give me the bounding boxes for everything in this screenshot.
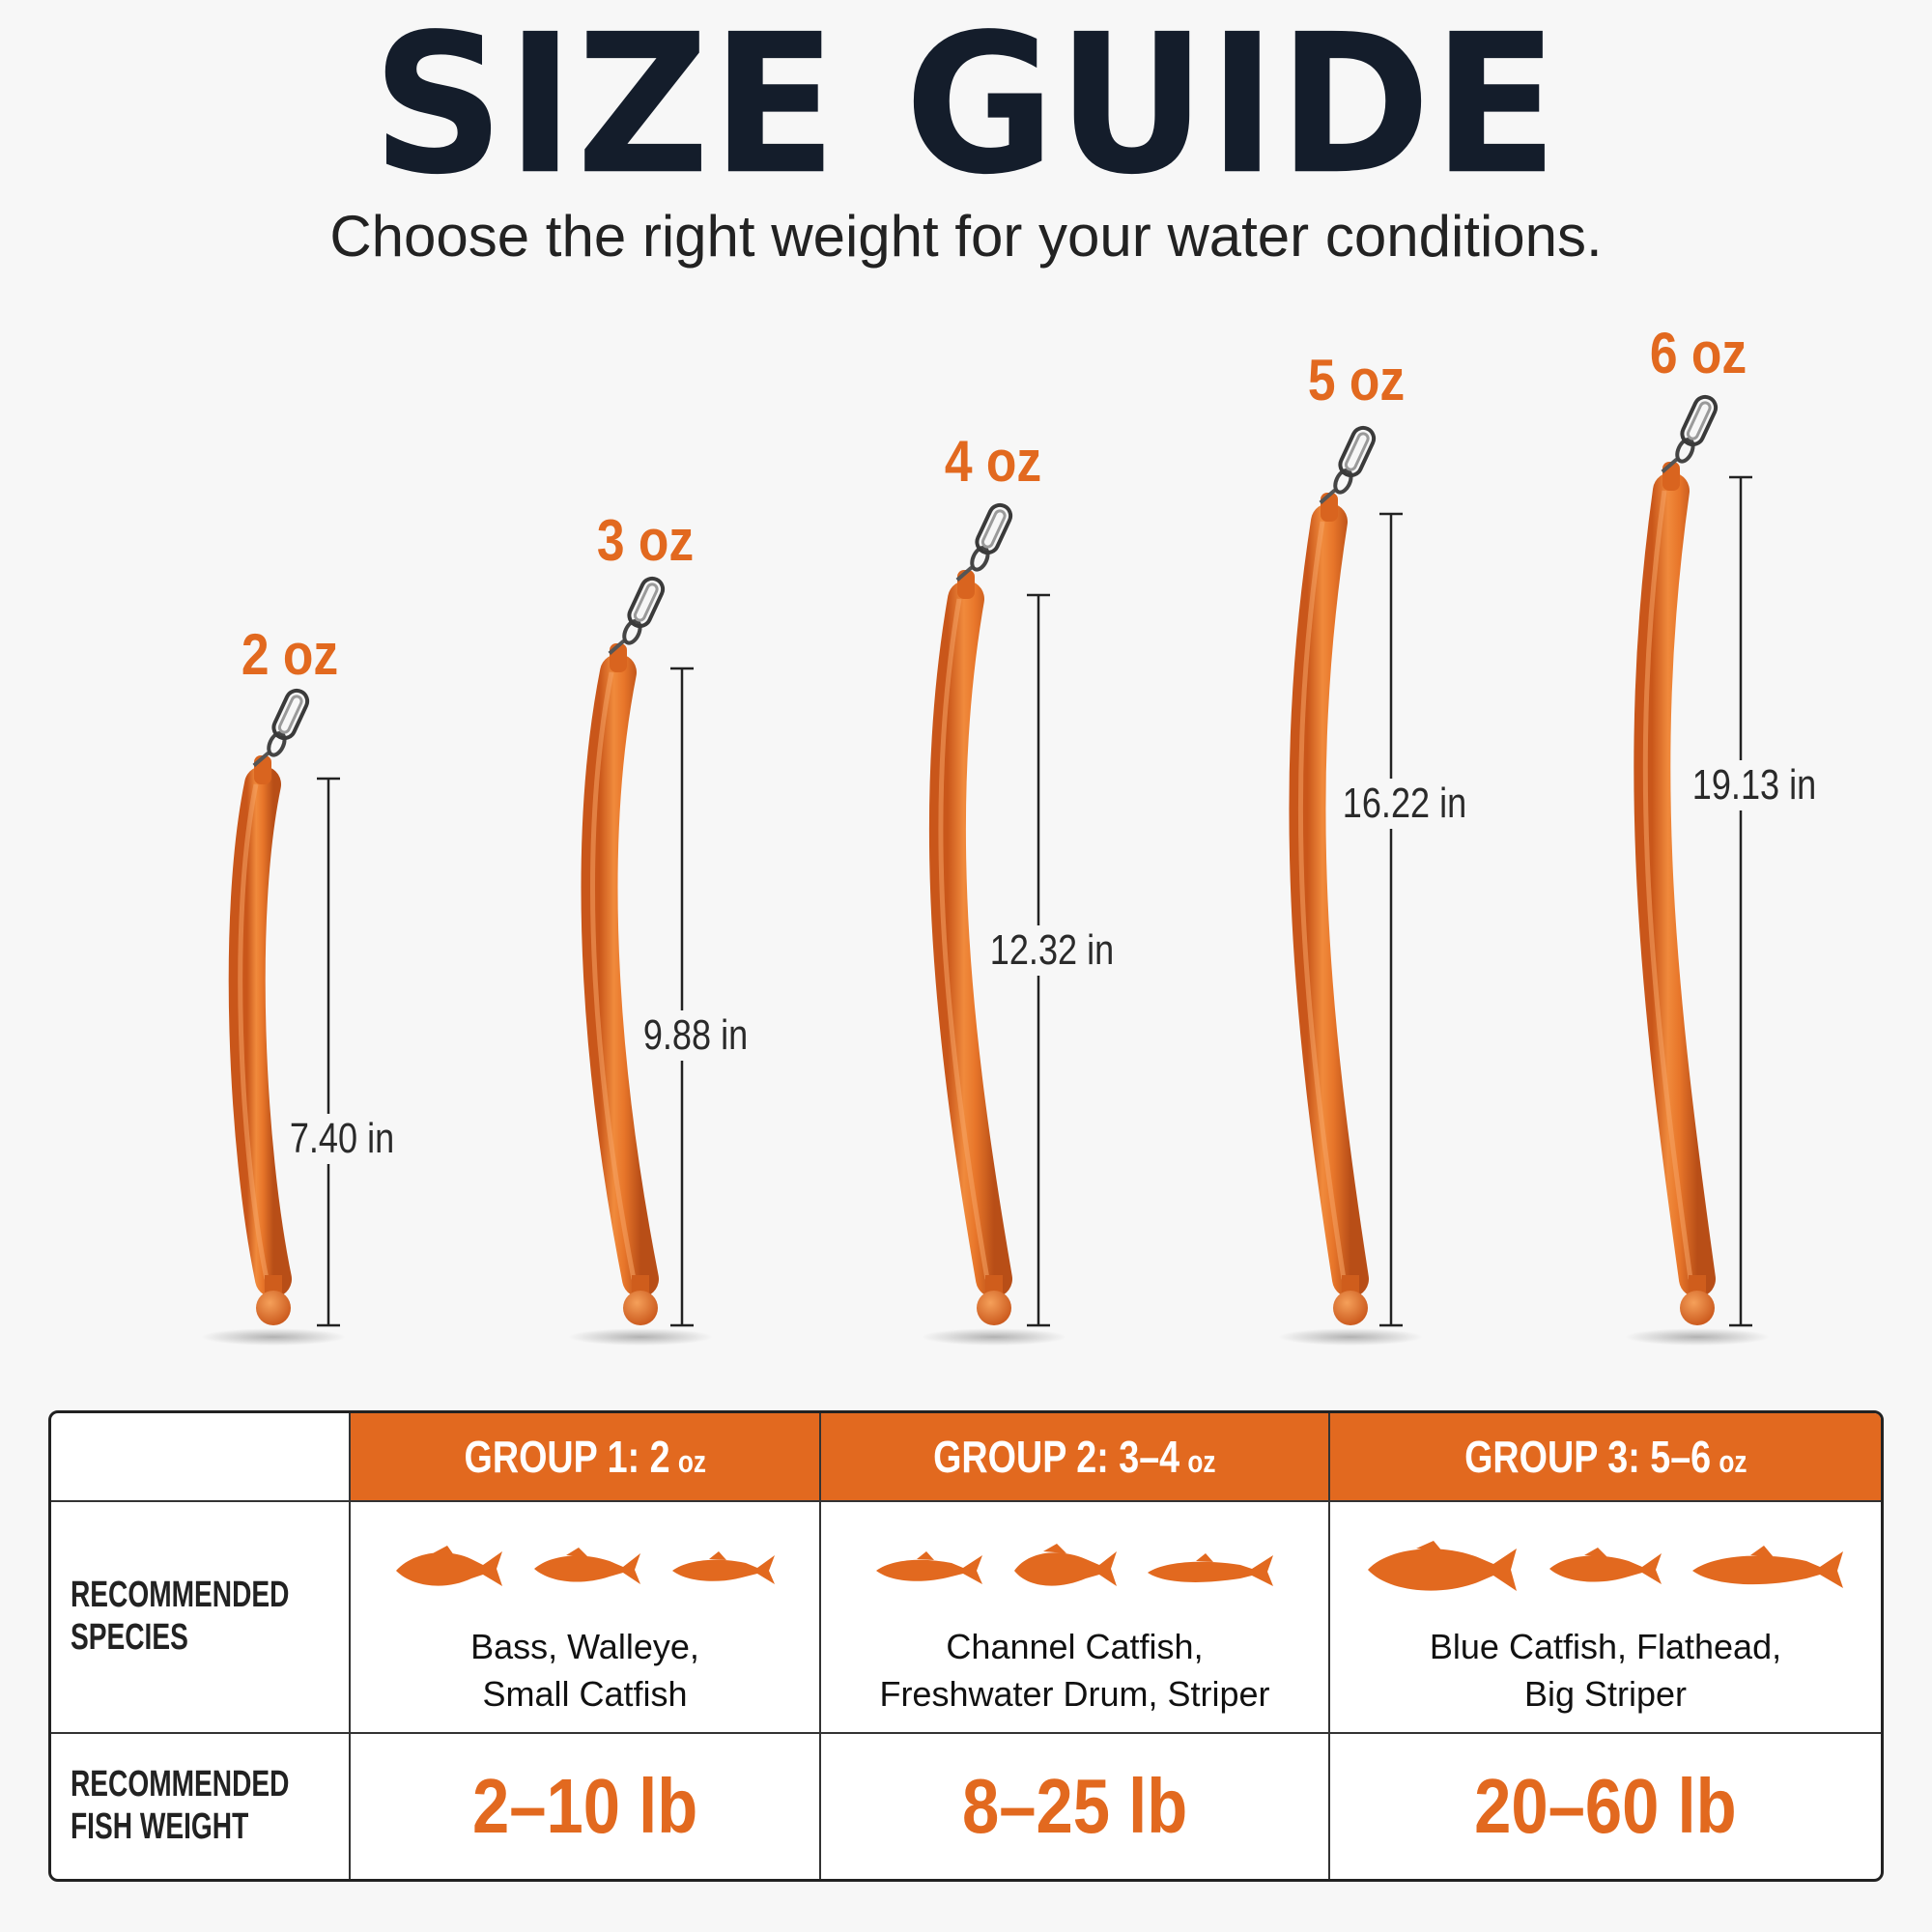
fish-icons-2 (874, 1539, 1276, 1597)
group-header-2: GROUP 2: 3–4 oz (821, 1413, 1330, 1502)
sinker-ball (977, 1291, 1011, 1325)
fish-icon (395, 1546, 502, 1586)
sinker-body (928, 581, 1012, 1297)
weight-shadow (1278, 1328, 1423, 1346)
sinker-highlight (590, 671, 637, 1280)
weight-shadow (922, 1328, 1066, 1346)
sinker-highlight (938, 598, 990, 1280)
sinker-neck (632, 1275, 649, 1293)
fish-icons-1 (394, 1539, 777, 1597)
snap-swivel-icon (252, 688, 310, 767)
fish-icon (875, 1551, 982, 1584)
fish-weight-cell-3: 20–60 lb (1474, 1763, 1737, 1849)
sinker-body (228, 766, 292, 1297)
sinker-ball (623, 1291, 658, 1325)
fish-icon (1147, 1553, 1273, 1586)
species-text-3: Blue Catfish, Flathead, Big Striper (1429, 1627, 1782, 1714)
snap-swivel-icon (1661, 394, 1719, 473)
snap-swivel-icon (955, 502, 1013, 582)
fish-icons-3 (1366, 1539, 1845, 1597)
sinker-highlight (1642, 490, 1693, 1280)
sinker-neck (1342, 1275, 1359, 1293)
snap-swivel-icon (608, 576, 666, 655)
sinker-neck (265, 1275, 282, 1293)
group-header-3: GROUP 3: 5–6 oz (1330, 1413, 1881, 1502)
sinker-neck (1689, 1275, 1706, 1293)
weight-shadow (1625, 1328, 1770, 1346)
weight-label: 3 oz (596, 508, 695, 573)
row-label-species: RECOMMENDED SPECIES (51, 1502, 351, 1734)
sinker-weight-1 (201, 688, 346, 1346)
length-dimension-line (1379, 512, 1403, 1327)
sinker-highlight (1297, 521, 1347, 1280)
row-label-fish-weight: RECOMMENDED FISH WEIGHT (51, 1734, 351, 1879)
fish-icon (1013, 1544, 1117, 1586)
length-label: 7.40 in (288, 1114, 396, 1164)
length-label: 12.32 in (988, 925, 1116, 976)
sinker-weight-4 (1278, 425, 1423, 1346)
sinker-ball (1333, 1291, 1368, 1325)
weight-shadow (201, 1328, 346, 1346)
page-title: SIZE GUIDE (372, 0, 1560, 217)
sinker-weight-2 (568, 576, 713, 1346)
weight-label: 6 oz (1649, 321, 1747, 385)
weight-label: 5 oz (1307, 348, 1406, 412)
sinker-highlight (238, 783, 270, 1280)
sinker-body (1634, 472, 1716, 1297)
table-corner (51, 1413, 351, 1502)
group-header-1: GROUP 1: 2 oz (351, 1413, 821, 1502)
sinker-ball (256, 1291, 291, 1325)
fish-weight-cell-2: 8–25 lb (821, 1734, 1330, 1879)
species-cell-2: Channel Catfish, Freshwater Drum, Stripe… (821, 1502, 1330, 1734)
sinker-body (581, 654, 659, 1297)
page-subtitle: Choose the right weight for your water c… (329, 204, 1603, 269)
fish-weight-cell-1: 2–10 lb (351, 1734, 821, 1879)
weight-label: 4 oz (944, 429, 1042, 494)
length-dimension-line (317, 777, 340, 1327)
recommendation-table: GROUP 1: 2 oz GROUP 2: 3–4 oz GROUP 3: 5–6… (48, 1410, 1884, 1882)
snap-swivel-icon (1319, 425, 1377, 504)
sinker-ball (1680, 1291, 1715, 1325)
sinker-weight-3 (922, 502, 1066, 1346)
fish-icon (671, 1551, 775, 1584)
length-label: 19.13 in (1690, 760, 1818, 810)
fish-icon (533, 1548, 640, 1584)
weight-shadow (568, 1328, 713, 1346)
fish-icon (1692, 1545, 1843, 1588)
species-cell-3: Blue Catfish, Flathead, Big Striper (1330, 1502, 1881, 1734)
sinker-weight-5 (1625, 394, 1770, 1346)
length-dimension-line (670, 667, 694, 1327)
fish-icon (1549, 1548, 1662, 1584)
sinker-body (1289, 503, 1369, 1297)
length-label: 16.22 in (1341, 779, 1468, 829)
fish-icon (1368, 1541, 1517, 1591)
weights-illustration (201, 394, 1770, 1346)
species-cell-1: Bass, Walleye, Small Catfish (351, 1502, 821, 1734)
weight-label: 2 oz (241, 622, 339, 687)
species-text-1: Bass, Walleye, Small Catfish (470, 1627, 699, 1714)
length-label: 9.88 in (641, 1010, 750, 1061)
sinker-neck (985, 1275, 1003, 1293)
length-dimension-line (1729, 475, 1752, 1327)
species-text-2: Channel Catfish, Freshwater Drum, Stripe… (879, 1627, 1270, 1714)
